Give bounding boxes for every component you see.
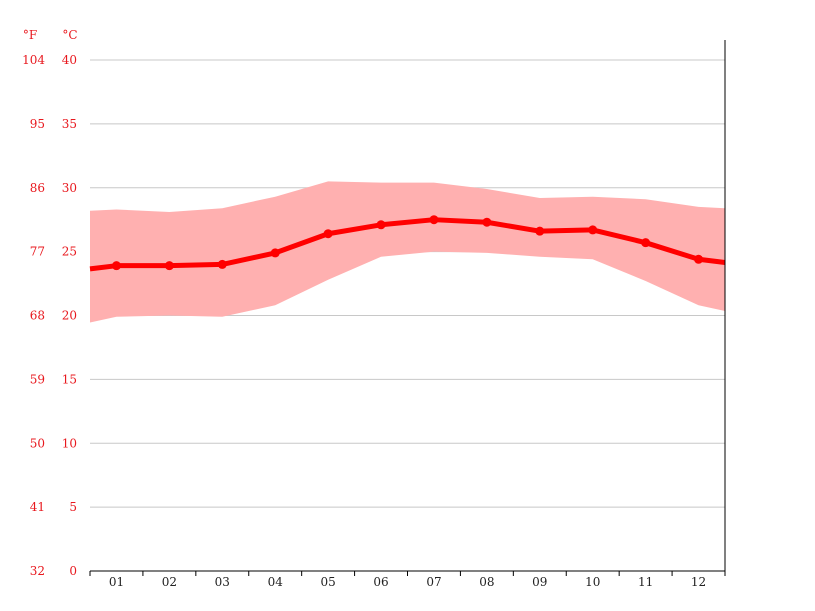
celsius-unit-label: °C [62,28,77,42]
x-tick-label: 03 [215,575,230,589]
x-tick-label: 04 [268,575,284,589]
mean-point [694,254,704,264]
y-tick-label-celsius: 20 [62,309,77,323]
y-tick-label-fahrenheit: 86 [30,181,45,195]
mean-point [482,217,492,227]
y-tick-label-fahrenheit: 41 [30,500,45,514]
mean-point [164,261,174,271]
mean-temperature-line [89,217,726,272]
y-tick-label-celsius: 30 [62,181,77,195]
mean-point [111,261,121,271]
y-tick-label-fahrenheit: 68 [30,309,45,323]
min-max-band [90,181,725,323]
y-tick-label-fahrenheit: 32 [30,564,45,578]
fahrenheit-unit-label: °F [23,28,37,42]
mean-point [217,259,227,269]
x-tick-label: 07 [426,575,441,589]
y-tick-label-celsius: 25 [62,245,77,259]
mean-point [270,248,280,258]
y-tick-label-fahrenheit: 59 [30,372,45,386]
tick-labels: 32 0 41 5 50 10 59 15 68 20 77 25 86 30 95 35 104 40 01 02 0… [22,53,706,589]
x-tick-label: 10 [585,575,600,589]
y-tick-label-celsius: 10 [62,436,77,450]
mean-line [89,217,726,272]
y-tick-label-fahrenheit: 50 [30,436,45,450]
mean-point [376,220,386,230]
mean-point [535,226,545,236]
x-tick-label: 12 [691,575,706,589]
x-tick-label: 09 [532,575,547,589]
mean-point [323,229,333,239]
x-tick-label: 11 [638,575,653,589]
y-tick-label-celsius: 40 [62,53,77,67]
y-tick-label-celsius: 5 [69,500,77,514]
mean-point [641,238,651,248]
x-tick-label: 02 [162,575,177,589]
y-tick-label-celsius: 35 [62,117,77,131]
mean-point [588,225,598,235]
x-tick-label: 08 [479,575,494,589]
mean-point [429,215,439,225]
x-tick-label: 01 [109,575,124,589]
x-tick-label: 05 [320,575,335,589]
y-tick-label-fahrenheit: 95 [30,117,45,131]
y-tick-label-celsius: 0 [69,564,77,578]
y-tick-label-fahrenheit: 104 [22,53,45,67]
x-tick-label: 06 [373,575,388,589]
mean-points [111,215,704,271]
axes [89,40,726,576]
y-tick-label-celsius: 15 [62,372,77,386]
min-max-band-area [90,181,725,323]
y-tick-label-fahrenheit: 77 [30,245,45,259]
